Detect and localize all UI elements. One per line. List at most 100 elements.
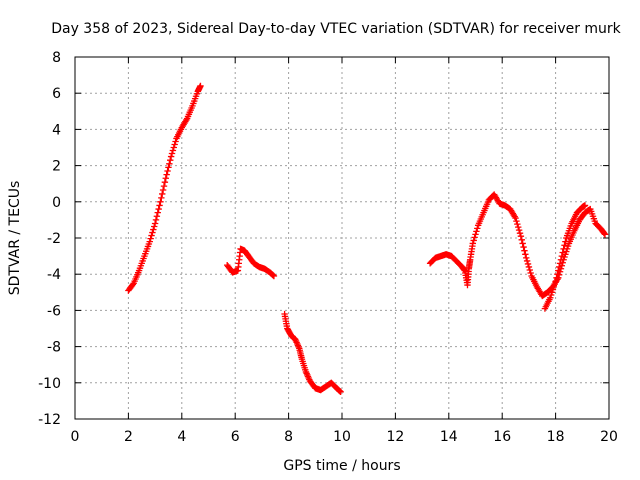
data-point-interp-s4 <box>527 269 534 277</box>
y-tick-label: -2 <box>47 231 61 247</box>
data-point-interp-s4 <box>526 266 533 274</box>
data-points <box>125 82 609 396</box>
y-axis-label: SDTVAR / TECUs <box>7 181 23 296</box>
data-point-interp-s1 <box>150 226 157 233</box>
data-point-interp-s1 <box>161 178 169 186</box>
data-point-interp-s1 <box>149 229 156 236</box>
data-point-interp-s1 <box>165 164 172 171</box>
x-tick-label: 18 <box>547 429 565 445</box>
data-point-s2 <box>270 272 278 280</box>
data-point-interp-s4 <box>514 220 521 228</box>
data-point-s1 <box>151 220 159 227</box>
data-point-interp-s4 <box>519 240 526 247</box>
data-point-interp-s1 <box>156 202 163 209</box>
data-point-interp-s4 <box>523 257 531 265</box>
data-point-interp-s4 <box>520 243 527 251</box>
y-tick-label: -10 <box>38 376 61 392</box>
data-point-interp-s4 <box>513 217 520 225</box>
data-point-interp-s1 <box>129 281 137 288</box>
data-point-interp-s1 <box>159 190 166 198</box>
data-point-interp-s1 <box>159 186 167 194</box>
data-point-interp-s4 <box>601 230 608 237</box>
data-point-interp-s1 <box>163 171 170 178</box>
data-point-interp-s1 <box>164 167 171 175</box>
data-point-interp-s1 <box>147 235 154 242</box>
data-point-interp-s1 <box>166 160 173 167</box>
x-tick-label: 14 <box>440 429 458 445</box>
data-point-interp-s4 <box>524 260 532 268</box>
grid <box>75 57 609 419</box>
data-point-interp-s5 <box>560 245 567 253</box>
x-tick-label: 4 <box>177 429 186 445</box>
data-point-interp-s4 <box>471 234 478 241</box>
data-point-interp-s1 <box>171 141 178 148</box>
data-point-interp-s1 <box>168 150 176 157</box>
data-point-interp-s4 <box>474 225 481 232</box>
axes: 0 2 4 6 8 10 12 14 16 18 20 -12 -10 -8 -6 -4 -2 0 2 4 6 8 <box>38 50 618 445</box>
y-tick-label: 4 <box>52 122 61 138</box>
data-point-interp-s1 <box>152 216 160 224</box>
data-point-interp-s1 <box>155 205 162 213</box>
data-point-interp-s1 <box>158 194 165 202</box>
data-point-interp-s1 <box>151 223 158 230</box>
y-tick-label: -12 <box>38 412 61 428</box>
x-axis-label: GPS time / hours <box>283 458 400 474</box>
data-point-interp-s5 <box>553 274 560 282</box>
data-point-interp-s4 <box>515 226 523 234</box>
data-point-s1 <box>146 238 153 245</box>
x-tick-label: 10 <box>333 429 351 445</box>
y-tick-label: -6 <box>47 303 61 319</box>
x-tick-label: 0 <box>71 429 80 445</box>
data-point-interp-s5 <box>559 249 566 256</box>
data-point-interp-s5 <box>562 238 569 245</box>
data-point-s1 <box>167 153 175 160</box>
y-tick-label: -8 <box>47 340 61 356</box>
x-tick-label: 16 <box>493 429 511 445</box>
y-tick-label: -4 <box>47 267 61 283</box>
data-point-interp-s4 <box>518 236 525 244</box>
data-point-s4 <box>469 240 477 247</box>
data-point-interp-s4 <box>525 263 533 271</box>
data-point-interp-s5 <box>561 242 568 249</box>
data-point-interp-s5 <box>555 263 563 271</box>
x-tick-label: 2 <box>124 429 133 445</box>
data-point-interp-s1 <box>154 209 161 216</box>
data-point-interp-s4 <box>516 229 524 237</box>
data-point-interp-s1 <box>170 144 177 151</box>
chart-title: Day 358 of 2023, Sidereal Day-to-day VTE… <box>51 21 621 37</box>
x-tick-label: 12 <box>386 429 404 445</box>
data-point-interp-s1 <box>167 156 174 164</box>
data-point-interp-s4 <box>472 231 479 238</box>
data-point-s5 <box>581 202 589 209</box>
y-tick-label: 0 <box>52 195 61 211</box>
data-point-s1 <box>157 198 164 205</box>
y-tick-label: 6 <box>52 86 61 102</box>
x-tick-label: 20 <box>600 429 618 445</box>
data-point-interp-s4 <box>521 247 528 254</box>
y-tick-label: 2 <box>52 159 61 175</box>
data-point-s4 <box>523 254 530 262</box>
data-point-interp-s1 <box>153 213 161 220</box>
data-point-s5 <box>557 256 565 263</box>
x-tick-label: 8 <box>284 429 293 445</box>
data-point-s3 <box>337 388 344 396</box>
data-point-s4 <box>512 214 519 222</box>
data-point-s1 <box>197 82 204 90</box>
y-tick-label: 8 <box>52 50 61 66</box>
data-point-interp-s1 <box>172 138 179 145</box>
data-point-interp-s1 <box>148 232 155 239</box>
data-point-interp-s1 <box>160 182 168 190</box>
data-point-interp-s5 <box>558 252 566 260</box>
data-point-interp-s4 <box>522 251 529 258</box>
data-point-interp-s4 <box>515 223 522 231</box>
x-tick-label: 6 <box>231 429 240 445</box>
data-point-s4 <box>601 231 609 238</box>
data-point-interp-s4 <box>473 228 480 235</box>
data-point-interp-s1 <box>169 147 177 154</box>
plot-frame <box>74 56 610 420</box>
data-point-s4 <box>517 232 525 240</box>
data-point-s5 <box>552 278 559 285</box>
data-point-interp-s5 <box>556 260 564 267</box>
data-point-s1 <box>162 175 169 182</box>
